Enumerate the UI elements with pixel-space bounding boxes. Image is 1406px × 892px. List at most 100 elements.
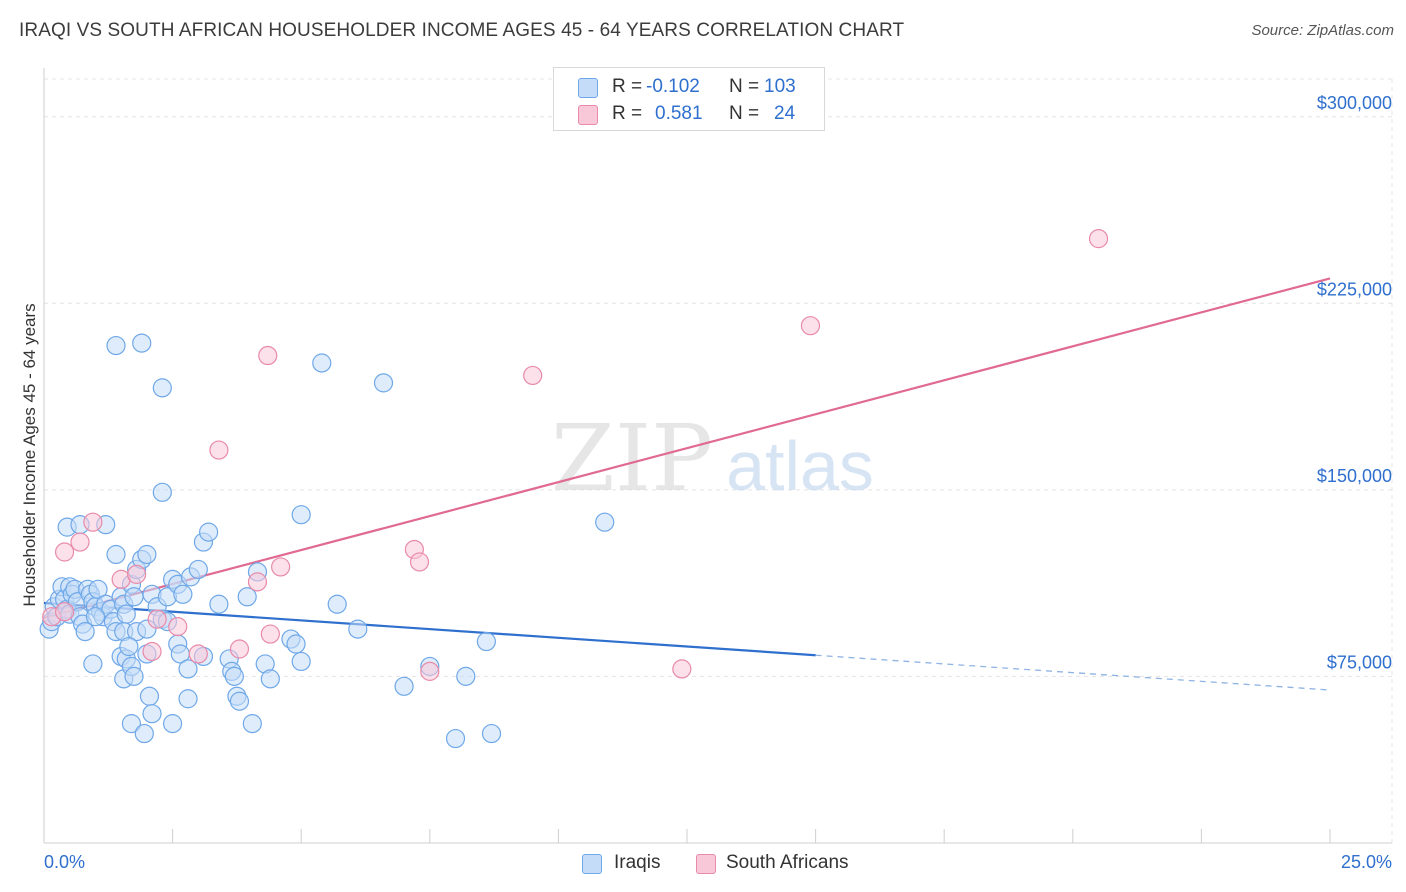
south-african-point	[271, 557, 291, 577]
x-tick-label-min: 0.0%	[44, 852, 86, 872]
x-tick-label-max: 25.0%	[1340, 852, 1392, 872]
watermark-zip: ZIP	[551, 405, 713, 512]
iraqi-point	[124, 587, 144, 607]
iraqi-point	[286, 634, 306, 654]
south-african-point	[229, 639, 250, 659]
iraqi-point	[260, 669, 280, 689]
iraqi-point	[152, 482, 172, 502]
south-african-point	[672, 659, 692, 679]
iraqi-point	[178, 689, 198, 709]
bottom-legend-label-south-africans: South Africans	[726, 852, 849, 873]
legend-swatch-south-africans	[578, 105, 598, 125]
watermark: ZIP atlas	[551, 405, 874, 512]
legend-n-label: N =	[729, 103, 760, 124]
south-african-trend-line	[43, 277, 1331, 619]
iraqi-point	[291, 505, 311, 525]
iraqi-point	[121, 714, 142, 734]
iraqi-point	[83, 654, 103, 674]
axes	[43, 68, 1392, 844]
south-african-point	[188, 644, 208, 664]
source-label: Source: ZipAtlas.com	[1251, 22, 1394, 39]
iraqi-point	[75, 621, 95, 642]
legend-r-label: R =	[612, 103, 643, 124]
bottom-legend-swatch-iraqis	[582, 854, 602, 874]
iraqi-point	[178, 659, 198, 679]
iraqi-point	[394, 676, 414, 696]
y-axis-title: Householder Income Ages 45 - 64 years	[20, 303, 39, 607]
iraqi-point	[88, 579, 108, 599]
south-african-point	[247, 572, 268, 592]
iraqi-point	[242, 714, 262, 734]
y-tick-labels: $75,000 $150,000 $225,000 $300,000	[1317, 93, 1392, 673]
iraqi-point	[124, 666, 144, 686]
iraqi-point	[119, 636, 139, 657]
south-african-point	[168, 617, 188, 637]
south-african-point	[83, 512, 103, 532]
iraqi-point	[373, 373, 394, 393]
y-tick-label: $300,000	[1317, 93, 1392, 113]
chart-title: IRAQI VS SOUTH AFRICAN HOUSEHOLDER INCOM…	[19, 20, 905, 41]
south-african-point	[258, 345, 278, 366]
iraqi-point	[481, 723, 502, 744]
legend-n-value: 24	[774, 103, 796, 124]
iraqi-point	[137, 544, 157, 565]
correlation-legend: R = -0.102 N = 103 R = 0.581 N = 24	[553, 67, 825, 131]
south-african-point	[142, 641, 162, 662]
legend-n-value: 103	[764, 76, 796, 97]
legend-r-value: 0.581	[655, 103, 703, 124]
iraqi-point	[348, 619, 368, 639]
legend-n-label: N =	[729, 76, 760, 97]
iraqi-point	[132, 333, 152, 353]
iraqi-point	[142, 704, 162, 724]
iraqi-point	[173, 584, 193, 604]
iraqi-point	[229, 691, 250, 711]
iraqi-point	[209, 594, 229, 614]
trend-lines	[43, 277, 1331, 691]
south-african-point	[800, 316, 821, 336]
iraqi-point	[291, 651, 311, 672]
legend-r-value: -0.102	[646, 76, 700, 97]
iraqi-point	[327, 594, 347, 614]
bottom-legend-label-iraqis: Iraqis	[614, 852, 661, 873]
iraqi-point	[106, 544, 126, 565]
south-african-point	[409, 552, 430, 572]
iraqi-point	[85, 607, 106, 627]
south-african-point	[126, 564, 147, 584]
iraqi-trend-extension	[815, 654, 1331, 691]
iraqi-point	[237, 587, 257, 607]
iraqi-point	[188, 559, 208, 580]
bottom-legend-iraqis: Iraqis	[582, 851, 692, 877]
iraqi-point	[476, 631, 496, 652]
iraqi-point	[134, 723, 154, 744]
iraqi-point	[312, 353, 332, 373]
south-african-point	[1088, 229, 1109, 249]
y-tick-label: $75,000	[1327, 652, 1392, 672]
iraqi-point	[163, 714, 183, 734]
y-tick-label: $225,000	[1317, 279, 1392, 299]
legend-swatch-iraqis	[578, 78, 598, 98]
watermark-atlas: atlas	[726, 427, 874, 505]
bottom-legend-south-africans: South Africans	[696, 851, 876, 877]
iraqi-point	[199, 522, 219, 542]
south-african-point	[54, 542, 75, 562]
iraqi-point	[595, 512, 615, 532]
y-tick-label: $150,000	[1317, 466, 1392, 486]
south-african-point	[209, 440, 229, 460]
south-african-point	[260, 624, 280, 644]
iraqi-point	[106, 335, 126, 356]
iraqi-point	[152, 378, 172, 398]
south-african-point	[523, 365, 543, 386]
iraqi-trend-line	[43, 601, 816, 657]
south-african-point	[147, 609, 167, 629]
legend-r-label: R =	[612, 76, 643, 97]
south-african-point	[70, 532, 90, 552]
data-points	[39, 229, 1109, 749]
iraqi-point	[139, 686, 160, 706]
bottom-legend-swatch-south-africans	[696, 854, 716, 874]
iraqi-point	[456, 666, 476, 686]
south-african-point	[54, 602, 75, 622]
legend-row-iraqis: R = -0.102 N = 103	[554, 74, 824, 100]
legend-row-south-africans: R = 0.581 N = 24	[554, 101, 824, 127]
iraqi-point	[445, 728, 466, 749]
